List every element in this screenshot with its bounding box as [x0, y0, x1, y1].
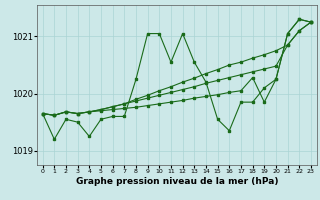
- X-axis label: Graphe pression niveau de la mer (hPa): Graphe pression niveau de la mer (hPa): [76, 177, 278, 186]
